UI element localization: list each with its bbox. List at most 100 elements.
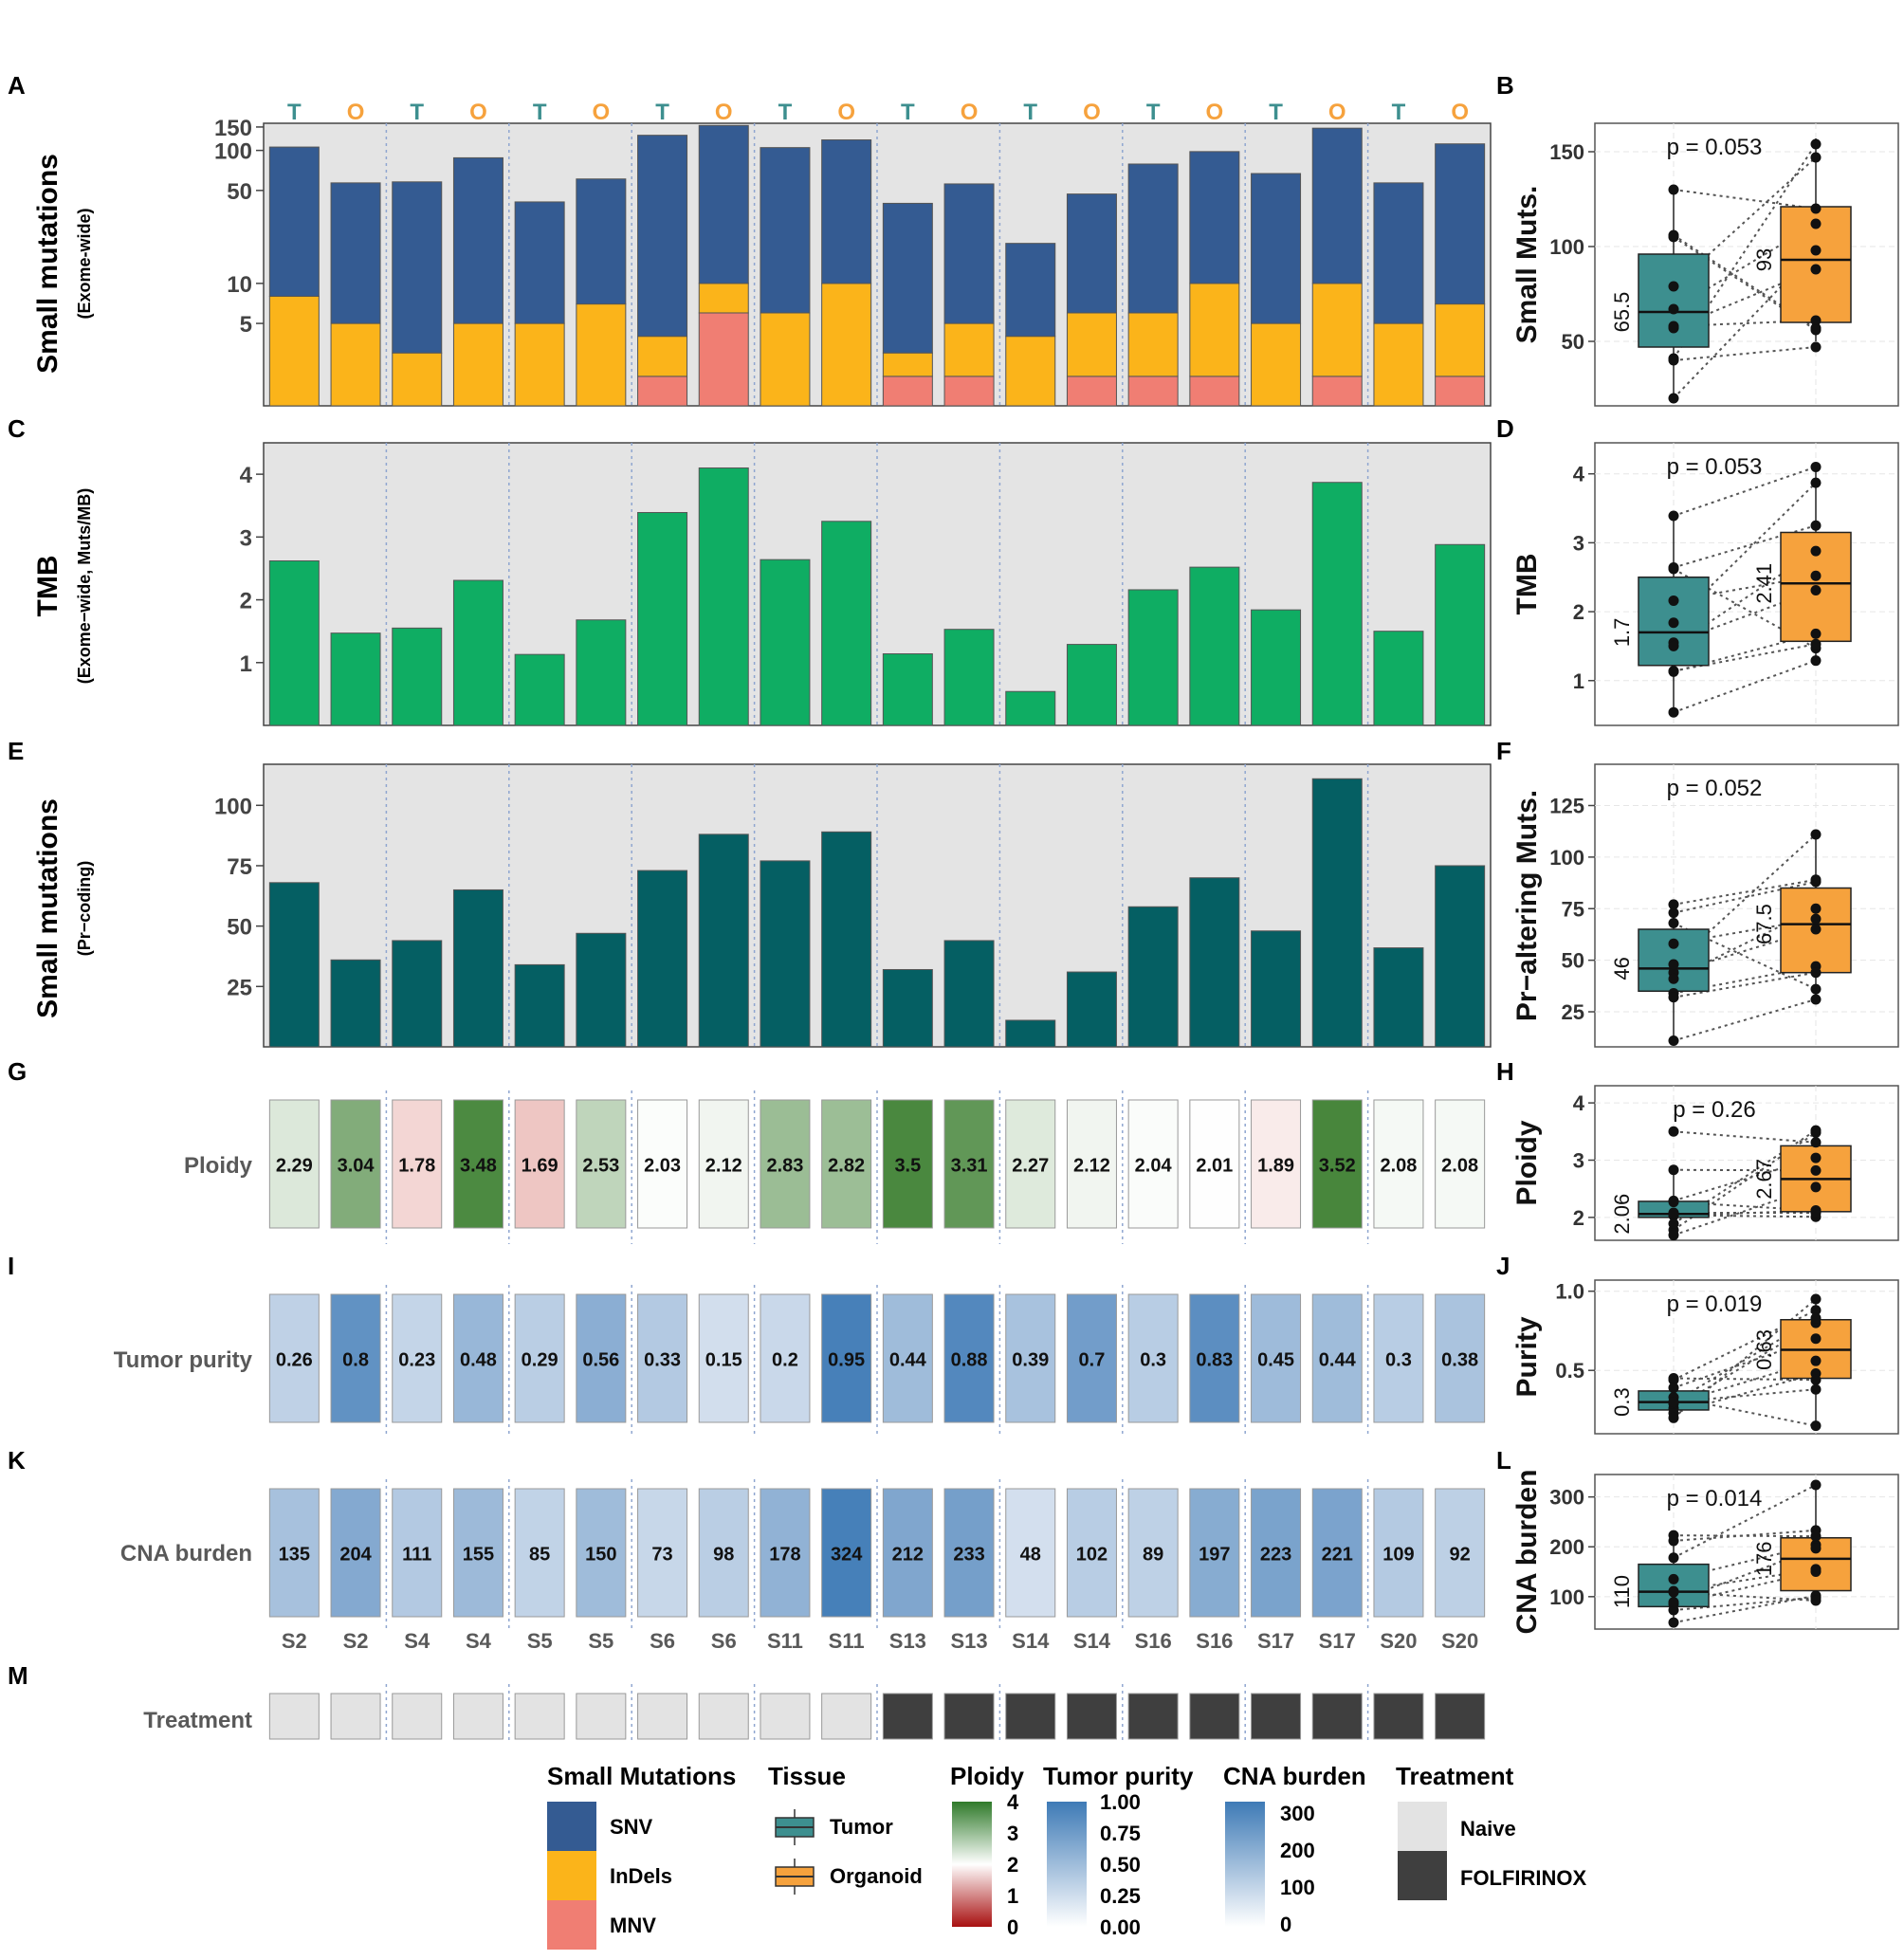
tissue-code: T xyxy=(1269,100,1283,125)
pair-line xyxy=(1673,1372,1817,1415)
bar-snv xyxy=(943,183,995,324)
heatmap-cell-label: 0.2 xyxy=(772,1350,798,1371)
bar-snv xyxy=(514,201,565,324)
bar-indel xyxy=(1066,312,1117,377)
box-panel-j: 0.5 1.0 Purity p = 0.019 0.3 0.63 xyxy=(1511,1279,1899,1435)
y-tick-label: 150 xyxy=(1549,140,1584,164)
y-tick-label: 100 xyxy=(1549,1585,1584,1609)
bar-indel xyxy=(1127,312,1179,377)
heatmap-cell-label: 3.04 xyxy=(338,1156,375,1177)
bar-indel xyxy=(576,303,627,407)
y-tick-label: 25 xyxy=(227,975,252,1000)
pair-line xyxy=(1673,632,1817,673)
data-point xyxy=(1668,1530,1679,1541)
data-point xyxy=(1668,1373,1679,1384)
heatmap-cell xyxy=(882,1488,933,1618)
pair-line xyxy=(1673,156,1817,287)
heatmap-cell-label: 2.04 xyxy=(1135,1156,1173,1177)
heatmap-cell-label: 0.7 xyxy=(1079,1350,1106,1371)
data-point xyxy=(1810,1137,1822,1148)
heatmap-cell xyxy=(452,1488,503,1618)
y-tick-label: 100 xyxy=(1549,846,1584,870)
median-label: 176 xyxy=(1752,1542,1776,1577)
heatmap-cell-label: 2.03 xyxy=(644,1156,681,1177)
treatment-cell xyxy=(882,1693,933,1740)
heatmap-cell-label: 73 xyxy=(651,1545,672,1566)
heatmap-cell xyxy=(1005,1293,1056,1423)
legend-purity-colorbar xyxy=(1047,1802,1087,1927)
bar-snv xyxy=(1435,143,1486,305)
legend-ploidy-colorbar xyxy=(952,1802,992,1927)
data-point xyxy=(1668,917,1679,928)
bar-tmb xyxy=(1311,482,1363,726)
heatmap-cell-label: 0.38 xyxy=(1441,1350,1478,1371)
bar-mnv xyxy=(1127,376,1179,407)
data-point xyxy=(1810,1530,1822,1542)
heatmap-cell xyxy=(1127,1099,1179,1229)
bar-indel xyxy=(821,283,872,407)
y-tick-label: 50 xyxy=(1562,330,1584,354)
data-point xyxy=(1810,203,1822,214)
bar-tmb xyxy=(698,467,749,726)
data-point xyxy=(1810,903,1822,914)
legend-cna-tick: 300 xyxy=(1280,1802,1315,1825)
data-point xyxy=(1668,1397,1679,1408)
y-tick-label: 5 xyxy=(240,312,252,338)
median-label: 2.06 xyxy=(1610,1194,1634,1235)
bar-snv xyxy=(452,156,503,324)
legend-cna-tick: 200 xyxy=(1280,1839,1315,1862)
y-tick-label: 100 xyxy=(1549,235,1584,259)
data-point xyxy=(1668,1573,1679,1584)
data-point xyxy=(1810,570,1822,581)
heatmap-cell xyxy=(1005,1099,1056,1229)
y-tick-label: 4 xyxy=(1573,463,1585,486)
heatmap-cell-label: 0.56 xyxy=(582,1350,619,1371)
data-point xyxy=(1668,640,1679,651)
legend-purity-tick: 0.25 xyxy=(1100,1884,1141,1908)
heatmap-cell xyxy=(821,1488,872,1618)
bar-indel xyxy=(760,312,811,407)
p-value-label: p = 0.053 xyxy=(1667,135,1763,160)
sample-label: S20 xyxy=(1441,1629,1478,1653)
heatmap-cell xyxy=(698,1293,749,1423)
y-tick-label: 125 xyxy=(1549,795,1584,818)
tissue-code: T xyxy=(287,100,302,125)
panel-c-tmb: 1 2 3 4 xyxy=(240,442,1492,726)
bar-indel xyxy=(392,352,443,407)
median-label: 2.67 xyxy=(1752,1159,1776,1200)
heatmap-cell xyxy=(392,1099,443,1229)
heatmap-cell-label: 1.78 xyxy=(398,1156,435,1177)
heatmap-cell-label: 102 xyxy=(1076,1545,1108,1566)
data-point xyxy=(1810,1543,1822,1554)
tissue-code: O xyxy=(469,100,487,125)
data-point xyxy=(1668,1586,1679,1598)
y-tick-label: 1 xyxy=(1573,669,1584,693)
bar-snv xyxy=(637,135,688,338)
heatmap-cell xyxy=(268,1293,320,1423)
tissue-code: T xyxy=(410,100,424,125)
bar-indel xyxy=(1311,283,1363,377)
bar-snv xyxy=(760,147,811,314)
bar-snv xyxy=(1005,243,1056,338)
treatment-cell xyxy=(637,1693,688,1740)
bar-snv xyxy=(882,202,933,354)
heatmap-cell-label: 0.44 xyxy=(889,1350,927,1371)
heatmap-cell xyxy=(576,1488,627,1618)
heatmap-cell-label: 0.8 xyxy=(342,1350,369,1371)
bar-prcoding xyxy=(1066,971,1117,1048)
panel-letter-c: C xyxy=(8,414,26,443)
bar-prcoding xyxy=(330,959,381,1048)
y-tick-label: 2 xyxy=(1573,1206,1584,1230)
heatmap-cell xyxy=(514,1099,565,1229)
p-value-label: p = 0.26 xyxy=(1673,1097,1755,1123)
heatmap-cell-label: 324 xyxy=(831,1545,863,1566)
bar-tmb xyxy=(452,579,503,726)
data-point xyxy=(1668,992,1679,1003)
panel-a-ylabel-sub: (Exome-wide) xyxy=(75,208,94,319)
data-point xyxy=(1810,983,1822,995)
bar-tmb xyxy=(576,619,627,726)
treatment-cell xyxy=(1251,1693,1302,1740)
heatmap-cell xyxy=(760,1099,811,1229)
panel-letter-d: D xyxy=(1496,414,1514,443)
median-label: 67.5 xyxy=(1752,904,1776,944)
